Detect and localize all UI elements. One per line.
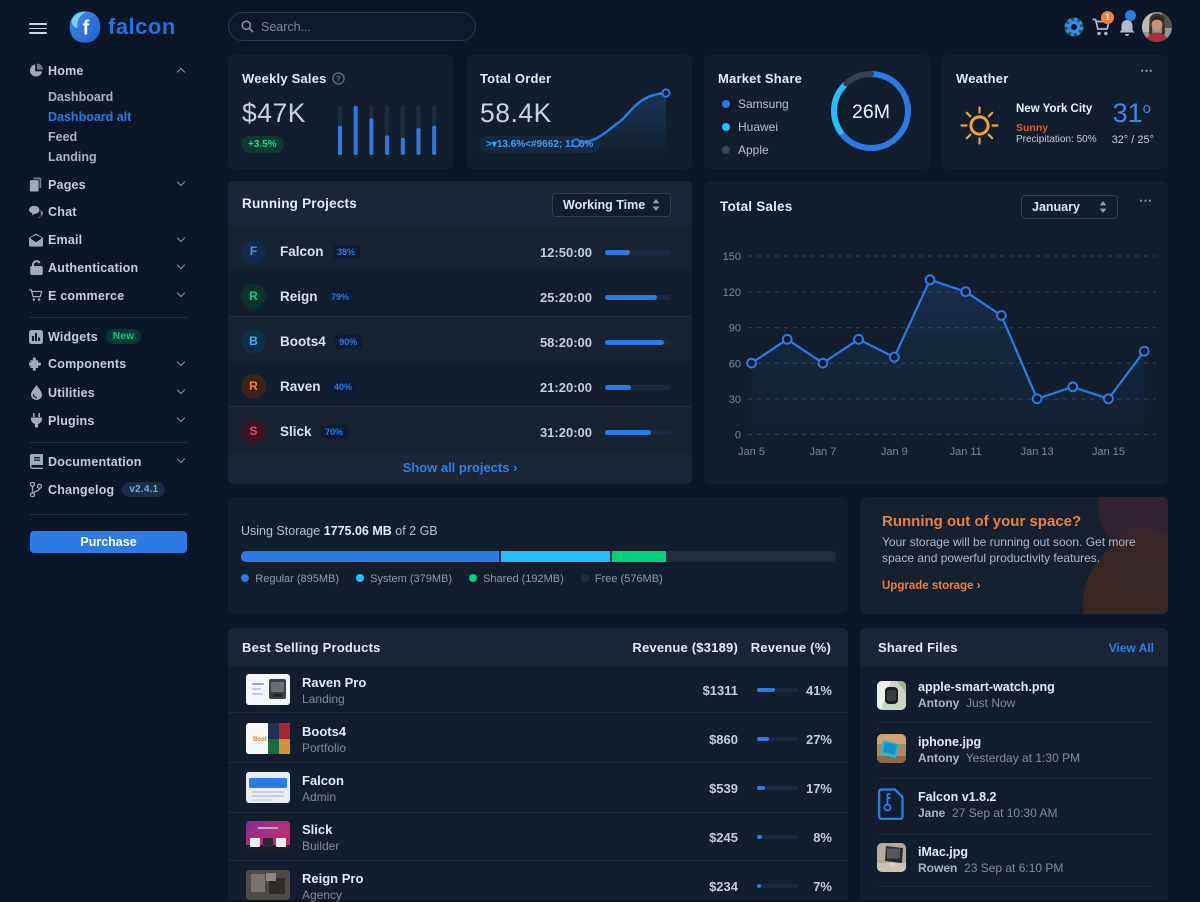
- svg-text:26M: 26M: [852, 101, 890, 123]
- svg-text:150: 150: [723, 251, 741, 263]
- svg-text:30: 30: [729, 394, 741, 406]
- svg-text:?: ?: [336, 74, 341, 83]
- svg-text:f: f: [82, 18, 89, 40]
- svg-text:90: 90: [729, 323, 741, 335]
- svg-text:Jan 7: Jan 7: [809, 446, 836, 458]
- svg-text:120: 120: [723, 287, 741, 299]
- svg-text:0: 0: [735, 430, 741, 442]
- svg-text:Jan 9: Jan 9: [881, 446, 908, 458]
- svg-text:Jan 11: Jan 11: [950, 446, 982, 458]
- svg-text:Jan 13: Jan 13: [1021, 446, 1054, 458]
- svg-text:Jan 5: Jan 5: [738, 446, 765, 458]
- svg-text:Boot: Boot: [253, 737, 267, 743]
- svg-text:60: 60: [729, 358, 741, 370]
- svg-text:Jan 15: Jan 15: [1092, 446, 1125, 458]
